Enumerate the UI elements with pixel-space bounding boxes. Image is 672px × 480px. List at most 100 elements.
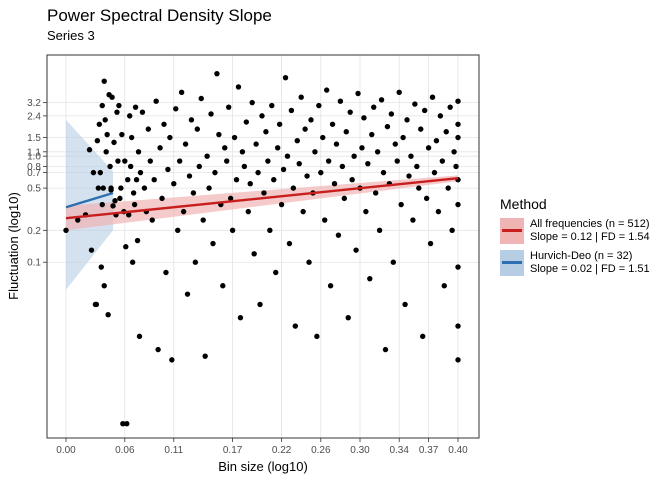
- data-point: [420, 333, 426, 340]
- x-tick-label: 0.40: [448, 445, 468, 456]
- data-point: [249, 99, 255, 106]
- data-point: [169, 357, 175, 363]
- legend-stats-hurvich-deo: Slope = 0.02 | FD = 1.51: [530, 263, 650, 275]
- data-point: [133, 177, 140, 183]
- y-tick-label: 1.1: [27, 147, 41, 158]
- data-point: [167, 134, 173, 141]
- data-point: [284, 153, 291, 159]
- data-point: [263, 129, 269, 135]
- data-point: [280, 166, 287, 173]
- data-point: [192, 259, 199, 265]
- data-point: [433, 137, 440, 144]
- data-point: [398, 201, 404, 208]
- y-axis-ticks: 3.2 2.4 1.5 1.11.00.80.7 0.5 0.2 0.1: [27, 98, 47, 269]
- data-point: [176, 158, 183, 164]
- y-tick-label: 0.1: [27, 258, 41, 269]
- data-point: [425, 145, 432, 151]
- data-point: [124, 421, 130, 427]
- data-point: [200, 217, 206, 223]
- data-point: [251, 251, 257, 257]
- data-point: [155, 346, 161, 353]
- data-point: [408, 153, 414, 159]
- scatter-points: [63, 70, 461, 427]
- data-point: [180, 208, 187, 215]
- x-axis-title: Bin size (log10): [218, 459, 308, 474]
- legend-key-hurvich-deo: [500, 250, 524, 276]
- data-point: [210, 240, 216, 247]
- data-point: [333, 141, 340, 147]
- data-point: [455, 121, 461, 127]
- x-tick-label: 0.17: [223, 445, 243, 456]
- data-point: [361, 115, 367, 121]
- data-point: [119, 131, 125, 138]
- data-point: [294, 137, 300, 144]
- data-point: [107, 163, 113, 170]
- data-point: [441, 283, 447, 289]
- x-tick-label: 0.30: [350, 445, 370, 456]
- data-point: [447, 104, 453, 110]
- data-point: [171, 181, 177, 187]
- legend: Method All frequencies (n = 512) Slope =…: [500, 196, 650, 282]
- data-point: [220, 283, 226, 289]
- data-point: [304, 173, 310, 179]
- data-point: [337, 98, 344, 104]
- data-point: [115, 158, 121, 164]
- data-point: [435, 208, 442, 215]
- y-tick-label: 2.4: [27, 111, 41, 122]
- data-point: [132, 104, 139, 110]
- data-point: [99, 102, 105, 109]
- data-point: [131, 201, 138, 208]
- legend-title: Method: [500, 196, 547, 212]
- data-point: [431, 169, 438, 176]
- data-point: [288, 107, 295, 114]
- data-point: [186, 173, 193, 179]
- x-tick-label: 0.00: [56, 445, 76, 456]
- data-point: [63, 227, 69, 234]
- data-point: [153, 98, 159, 104]
- data-point: [128, 134, 135, 141]
- data-point: [233, 177, 240, 183]
- data-point: [325, 158, 332, 164]
- data-point: [127, 163, 134, 170]
- data-point: [384, 123, 391, 130]
- data-point: [390, 259, 397, 265]
- data-point: [318, 169, 324, 176]
- data-point: [359, 145, 365, 151]
- data-point: [406, 173, 412, 179]
- data-point: [265, 158, 271, 164]
- y-axis-title: Fluctuation (log10): [6, 192, 21, 300]
- data-point: [273, 269, 279, 276]
- data-point: [372, 190, 379, 196]
- data-point: [343, 129, 349, 135]
- data-point: [443, 129, 449, 135]
- data-point: [184, 291, 191, 297]
- data-point: [394, 158, 400, 164]
- data-point: [349, 177, 355, 183]
- data-point: [202, 353, 208, 359]
- data-point: [86, 147, 93, 153]
- data-point: [274, 145, 281, 151]
- data-point: [453, 163, 459, 170]
- data-point: [141, 185, 148, 191]
- data-point: [255, 169, 261, 176]
- data-point: [136, 333, 143, 340]
- data-point: [126, 212, 132, 218]
- data-point: [127, 113, 133, 119]
- data-point: [208, 111, 214, 117]
- data-point: [129, 259, 136, 265]
- data-point: [225, 104, 232, 110]
- data-point: [414, 163, 420, 170]
- y-tick-label: 0.8: [27, 162, 41, 173]
- data-point: [247, 181, 253, 187]
- data-point: [327, 283, 334, 289]
- fit-line: [65, 191, 114, 209]
- grid-lines: [47, 55, 479, 438]
- data-point: [175, 227, 181, 234]
- data-point: [308, 117, 314, 123]
- data-point: [347, 109, 353, 115]
- data-point: [95, 185, 102, 191]
- data-point: [331, 181, 338, 187]
- data-point: [145, 126, 152, 132]
- x-axis-ticks: 0.00 0.06 0.11 0.17 0.22 0.26 0.30 0.34 0.37 0.40: [56, 438, 468, 456]
